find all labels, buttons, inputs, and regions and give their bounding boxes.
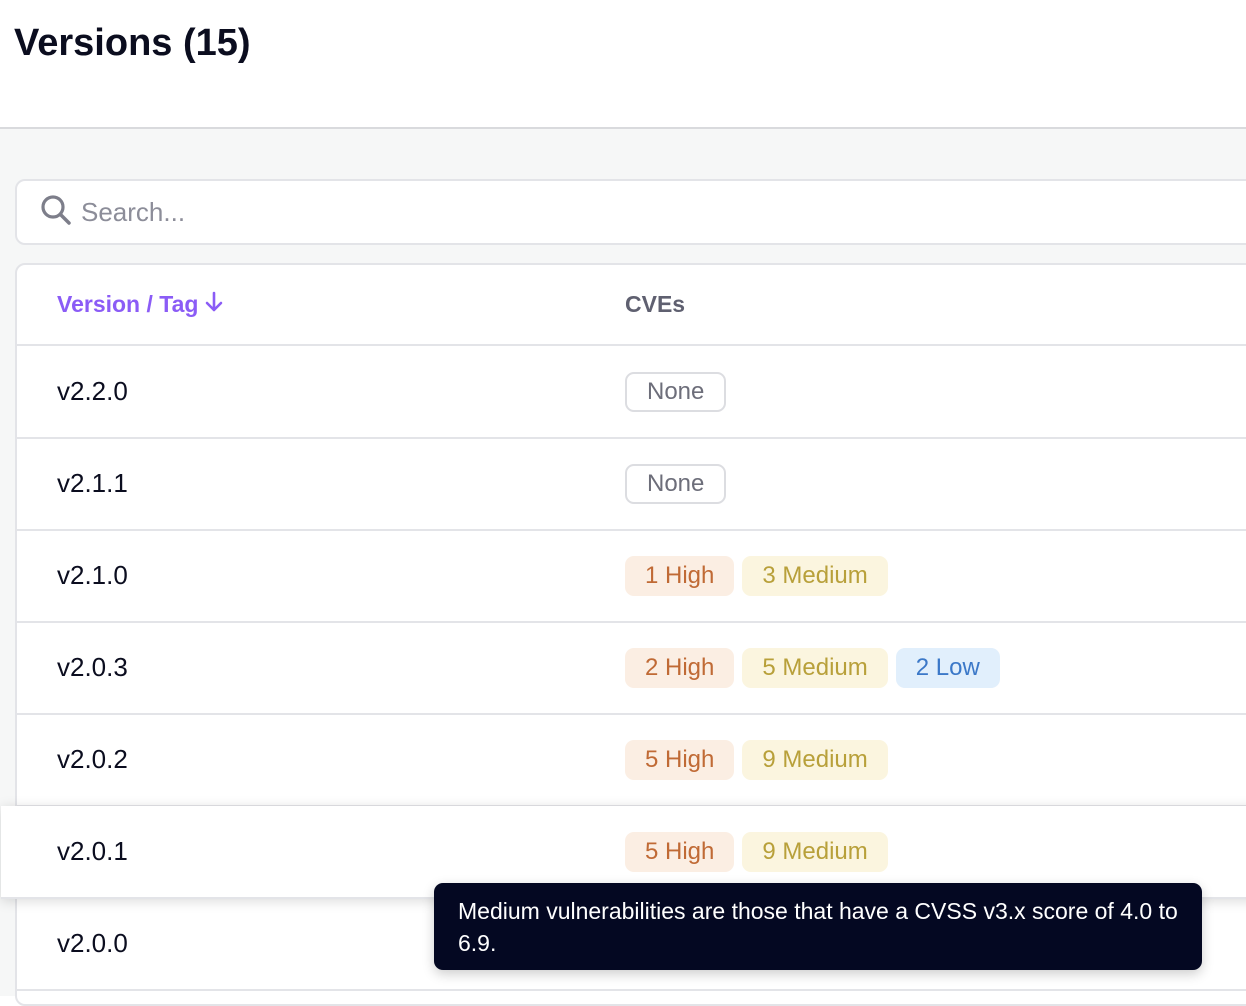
arrow-down-icon bbox=[204, 291, 224, 319]
column-label: Version / Tag bbox=[57, 291, 199, 317]
table-row[interactable]: v2.0.3 2 High 5 Medium 2 Low bbox=[17, 622, 1246, 715]
page-title: Versions (15) bbox=[14, 22, 251, 64]
cve-badge-high[interactable]: 5 High bbox=[625, 739, 735, 780]
cve-badges: None bbox=[625, 463, 727, 504]
version-label[interactable]: v2.0.2 bbox=[57, 744, 128, 774]
cve-badge-high[interactable]: 1 High bbox=[625, 555, 735, 596]
cve-badges: 5 High 9 Medium bbox=[625, 831, 888, 872]
version-label[interactable]: v2.1.0 bbox=[57, 560, 128, 590]
version-label[interactable]: v2.0.1 bbox=[57, 836, 128, 866]
cve-badge-high[interactable]: 2 High bbox=[625, 647, 735, 688]
column-header-cves: CVEs bbox=[625, 291, 686, 317]
cve-badge-none[interactable]: None bbox=[625, 463, 727, 504]
table-row[interactable]: v2.0.0 bbox=[17, 898, 1246, 991]
table-header: Version / Tag CVEs bbox=[17, 265, 1246, 346]
cve-badge-medium[interactable]: 9 Medium bbox=[742, 739, 888, 780]
cve-badge-low[interactable]: 2 Low bbox=[895, 647, 1000, 688]
cve-badges: 5 High 9 Medium bbox=[625, 739, 888, 780]
table-row[interactable]: v2.1.0 1 High 3 Medium bbox=[17, 530, 1246, 623]
version-label[interactable]: v2.2.0 bbox=[57, 376, 128, 406]
cve-badge-none[interactable]: None bbox=[625, 371, 727, 412]
main-content: Version / Tag CVEs v2.2.0Nonev2.1.1Nonev… bbox=[0, 129, 1246, 1006]
cve-badges: None bbox=[625, 371, 727, 412]
cve-badge-high[interactable]: 5 High bbox=[625, 831, 735, 872]
versions-table: Version / Tag CVEs v2.2.0 None v2.1.1 None v… bbox=[1, 263, 1246, 1006]
page-header: Versions (15) bbox=[0, 0, 1246, 129]
version-label[interactable]: v2.0.0 bbox=[57, 928, 128, 958]
table-row[interactable]: v2.0.2 5 High 9 Medium bbox=[17, 714, 1246, 807]
search-icon bbox=[39, 193, 73, 232]
search-bar[interactable] bbox=[15, 179, 1246, 245]
table-row[interactable]: v2.2.0 None bbox=[17, 346, 1246, 439]
cve-badges: 2 High 5 Medium 2 Low bbox=[625, 647, 1000, 688]
cve-badge-medium[interactable]: 3 Medium bbox=[742, 555, 888, 596]
version-label[interactable]: v2.1.1 bbox=[57, 468, 128, 498]
version-label[interactable]: v2.0.3 bbox=[57, 652, 128, 682]
cve-badge-medium[interactable]: 5 Medium bbox=[742, 647, 888, 688]
column-header-version[interactable]: Version / Tag bbox=[57, 291, 224, 319]
table-row[interactable]: v2.1.1 None bbox=[17, 438, 1246, 531]
search-input[interactable] bbox=[81, 196, 681, 228]
cve-badge-medium[interactable]: 9 Medium bbox=[742, 831, 888, 872]
cve-badges: 1 High 3 Medium bbox=[625, 555, 888, 596]
tooltip: Medium vulnerabilities are those that ha… bbox=[434, 883, 1202, 970]
